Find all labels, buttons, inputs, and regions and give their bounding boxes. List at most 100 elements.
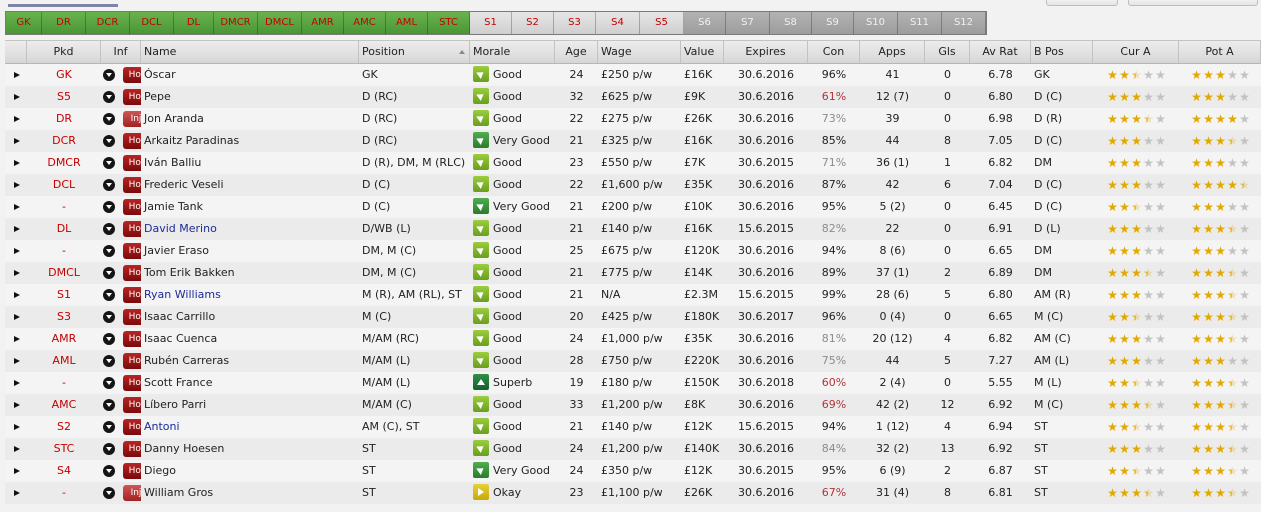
player-name[interactable]: Danny Hoesen xyxy=(144,442,225,455)
header-morale[interactable]: Morale xyxy=(470,41,555,63)
table-row[interactable]: - HolScott France M/AM (L) Superb 19 £180 p/w… xyxy=(5,372,1261,394)
position-slot-dl[interactable]: DL xyxy=(174,12,214,34)
dropdown-icon[interactable] xyxy=(103,267,115,279)
player-name[interactable]: Isaac Cuenca xyxy=(144,332,218,345)
select-arrow-icon[interactable] xyxy=(14,468,20,474)
player-name[interactable]: Isaac Carrillo xyxy=(144,310,216,323)
position-slot-s1[interactable]: S1 xyxy=(470,12,512,34)
table-row[interactable]: GK HolÓscar GK Good 24 £250 p/w £16K 30.6.2016 9… xyxy=(5,64,1261,86)
pkd-cell[interactable]: - xyxy=(62,376,66,389)
select-arrow-icon[interactable] xyxy=(14,314,20,320)
player-name[interactable]: Rubén Carreras xyxy=(144,354,230,367)
select-arrow-icon[interactable] xyxy=(14,380,20,386)
player-name[interactable]: Óscar xyxy=(144,68,176,81)
pkd-cell[interactable]: AMC xyxy=(51,398,77,411)
dropdown-icon[interactable] xyxy=(103,311,115,323)
table-row[interactable]: AMR HolIsaac Cuenca M/AM (RC) Good 24 £1,000 … xyxy=(5,328,1261,350)
top-button-2[interactable] xyxy=(1128,0,1258,6)
pkd-cell[interactable]: DCR xyxy=(52,134,76,147)
select-arrow-icon[interactable] xyxy=(14,116,20,122)
pkd-cell[interactable]: DCL xyxy=(52,178,76,191)
pkd-cell[interactable]: - xyxy=(62,244,66,257)
table-row[interactable]: S1 HolRyan Williams M (R), AM (RL), ST Good… xyxy=(5,284,1261,306)
table-row[interactable]: - HolJamie Tank D (C) Very Good 21 £200 p/w £1… xyxy=(5,196,1261,218)
table-row[interactable]: S3 HolIsaac Carrillo M (C) Good 20 £425 p/w £1… xyxy=(5,306,1261,328)
select-arrow-icon[interactable] xyxy=(14,226,20,232)
player-name[interactable]: Javier Eraso xyxy=(144,244,210,257)
header-name[interactable]: Name xyxy=(141,41,359,63)
pkd-cell[interactable]: DMCR xyxy=(47,156,81,169)
dropdown-icon[interactable] xyxy=(103,223,115,235)
dropdown-icon[interactable] xyxy=(103,333,115,345)
position-slot-dr[interactable]: DR xyxy=(42,12,86,34)
dropdown-icon[interactable] xyxy=(103,157,115,169)
row-select-cell[interactable] xyxy=(5,328,27,350)
header-pkd[interactable]: Pkd xyxy=(27,41,101,63)
row-select-cell[interactable] xyxy=(5,438,27,460)
position-slot-s8[interactable]: S8 xyxy=(770,12,812,34)
dropdown-icon[interactable] xyxy=(103,421,115,433)
dropdown-icon[interactable] xyxy=(103,69,115,81)
position-slot-dcr[interactable]: DCR xyxy=(86,12,130,34)
header-avrat[interactable]: Av Rat xyxy=(970,41,1031,63)
row-select-cell[interactable] xyxy=(5,350,27,372)
dropdown-icon[interactable] xyxy=(103,377,115,389)
dropdown-icon[interactable] xyxy=(103,355,115,367)
select-arrow-icon[interactable] xyxy=(14,138,20,144)
player-name[interactable]: Ryan Williams xyxy=(144,288,221,301)
player-name[interactable]: Scott France xyxy=(144,376,213,389)
row-select-cell[interactable] xyxy=(5,108,27,130)
header-gls[interactable]: Gls xyxy=(925,41,970,63)
pkd-cell[interactable]: S1 xyxy=(57,288,71,301)
pkd-cell[interactable]: - xyxy=(62,200,66,213)
row-select-cell[interactable] xyxy=(5,64,27,86)
pkd-cell[interactable]: DMCL xyxy=(48,266,80,279)
row-select-cell[interactable] xyxy=(5,284,27,306)
dropdown-icon[interactable] xyxy=(103,91,115,103)
player-name[interactable]: Jon Aranda xyxy=(144,112,204,125)
table-row[interactable]: DMCL HolTom Erik Bakken DM, M (C) Good 21 £77… xyxy=(5,262,1261,284)
row-select-cell[interactable] xyxy=(5,372,27,394)
table-row[interactable]: - Inj William Gros ST Okay 23 £1,100 p/w £26K 30… xyxy=(5,482,1261,504)
player-name[interactable]: Antoni xyxy=(144,420,180,433)
player-name[interactable]: Pepe xyxy=(144,90,171,103)
dropdown-icon[interactable] xyxy=(103,113,115,125)
header-bpos[interactable]: B Pos xyxy=(1031,41,1093,63)
select-arrow-icon[interactable] xyxy=(14,292,20,298)
header-age[interactable]: Age xyxy=(555,41,598,63)
header-inf[interactable]: Inf xyxy=(101,41,141,63)
header-value[interactable]: Value xyxy=(681,41,724,63)
table-row[interactable]: STC HolDanny Hoesen ST Good 24 £1,200 p/w £140… xyxy=(5,438,1261,460)
table-row[interactable]: DCR HolArkaitz Paradinas D (RC) Very Good 21… xyxy=(5,130,1261,152)
position-slot-dmcl[interactable]: DMCL xyxy=(258,12,302,34)
dropdown-icon[interactable] xyxy=(103,245,115,257)
player-name[interactable]: Diego xyxy=(144,464,177,477)
row-select-cell[interactable] xyxy=(5,262,27,284)
table-row[interactable]: DMCR HolIván Balliu D (R), DM, M (RLC) Good… xyxy=(5,152,1261,174)
row-select-cell[interactable] xyxy=(5,218,27,240)
dropdown-icon[interactable] xyxy=(103,443,115,455)
pkd-cell[interactable]: AML xyxy=(52,354,76,367)
position-slot-dcl[interactable]: DCL xyxy=(130,12,174,34)
table-row[interactable]: S4 HolDiego ST Very Good 24 £350 p/w £12K 30.6.… xyxy=(5,460,1261,482)
table-row[interactable]: - HolJavier Eraso DM, M (C) Good 25 £675 p/w £… xyxy=(5,240,1261,262)
select-arrow-icon[interactable] xyxy=(14,204,20,210)
pkd-cell[interactable]: GK xyxy=(56,68,72,81)
player-name[interactable]: Tom Erik Bakken xyxy=(144,266,235,279)
select-arrow-icon[interactable] xyxy=(14,358,20,364)
header-pota[interactable]: Pot A xyxy=(1179,41,1261,63)
table-row[interactable]: DCL HolFrederic Veseli D (C) Good 22 £1,600 p… xyxy=(5,174,1261,196)
row-select-cell[interactable] xyxy=(5,306,27,328)
select-arrow-icon[interactable] xyxy=(14,270,20,276)
pkd-cell[interactable]: S4 xyxy=(57,464,71,477)
header-apps[interactable]: Apps xyxy=(860,41,925,63)
select-arrow-icon[interactable] xyxy=(14,402,20,408)
select-arrow-icon[interactable] xyxy=(14,490,20,496)
dropdown-icon[interactable] xyxy=(103,487,115,499)
dropdown-icon[interactable] xyxy=(103,289,115,301)
row-select-cell[interactable] xyxy=(5,174,27,196)
pkd-cell[interactable]: DL xyxy=(56,222,72,235)
table-row[interactable]: DR Inj Jon Aranda D (RC) Good 22 £275 p/w £26K 3… xyxy=(5,108,1261,130)
pkd-cell[interactable]: S3 xyxy=(57,310,71,323)
position-slot-gk[interactable]: GK xyxy=(6,12,42,34)
